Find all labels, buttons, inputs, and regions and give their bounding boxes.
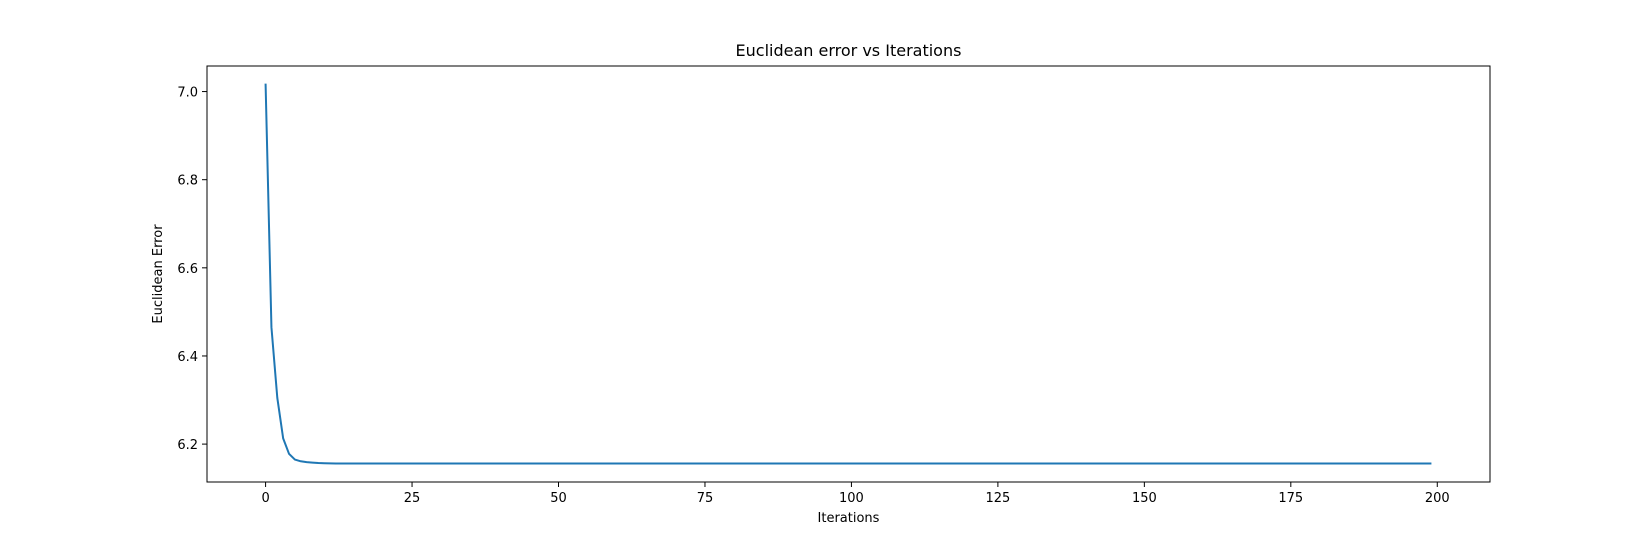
x-tick-label: 50	[550, 491, 567, 506]
y-tick-label: 6.8	[177, 174, 198, 189]
y-tick-label: 6.4	[177, 350, 198, 365]
plot-area	[206, 65, 1491, 483]
y-tick-label: 6.6	[177, 262, 198, 277]
series-line	[264, 83, 1432, 465]
x-axis: 0 25 50 75 100 125 150 175 200	[261, 482, 1450, 506]
x-tick-label: 175	[1278, 491, 1303, 506]
chart-title: Euclidean error vs Iterations	[736, 41, 962, 60]
y-tick-label: 6.2	[177, 438, 198, 453]
x-tick-label: 200	[1425, 491, 1450, 506]
y-axis-label: Euclidean Error	[151, 224, 166, 324]
x-tick-label: 0	[261, 491, 269, 506]
y-tick-label: 7.0	[177, 86, 198, 101]
plot-frame	[206, 65, 1491, 483]
x-tick-label: 100	[839, 491, 864, 506]
x-tick-label: 25	[404, 491, 421, 506]
x-axis-label: Iterations	[818, 511, 880, 526]
y-axis: 6.2 6.4 6.6 6.8 7.0	[177, 86, 207, 453]
x-tick-label: 150	[1132, 491, 1157, 506]
x-tick-label: 75	[697, 491, 714, 506]
x-tick-label: 125	[985, 491, 1010, 506]
